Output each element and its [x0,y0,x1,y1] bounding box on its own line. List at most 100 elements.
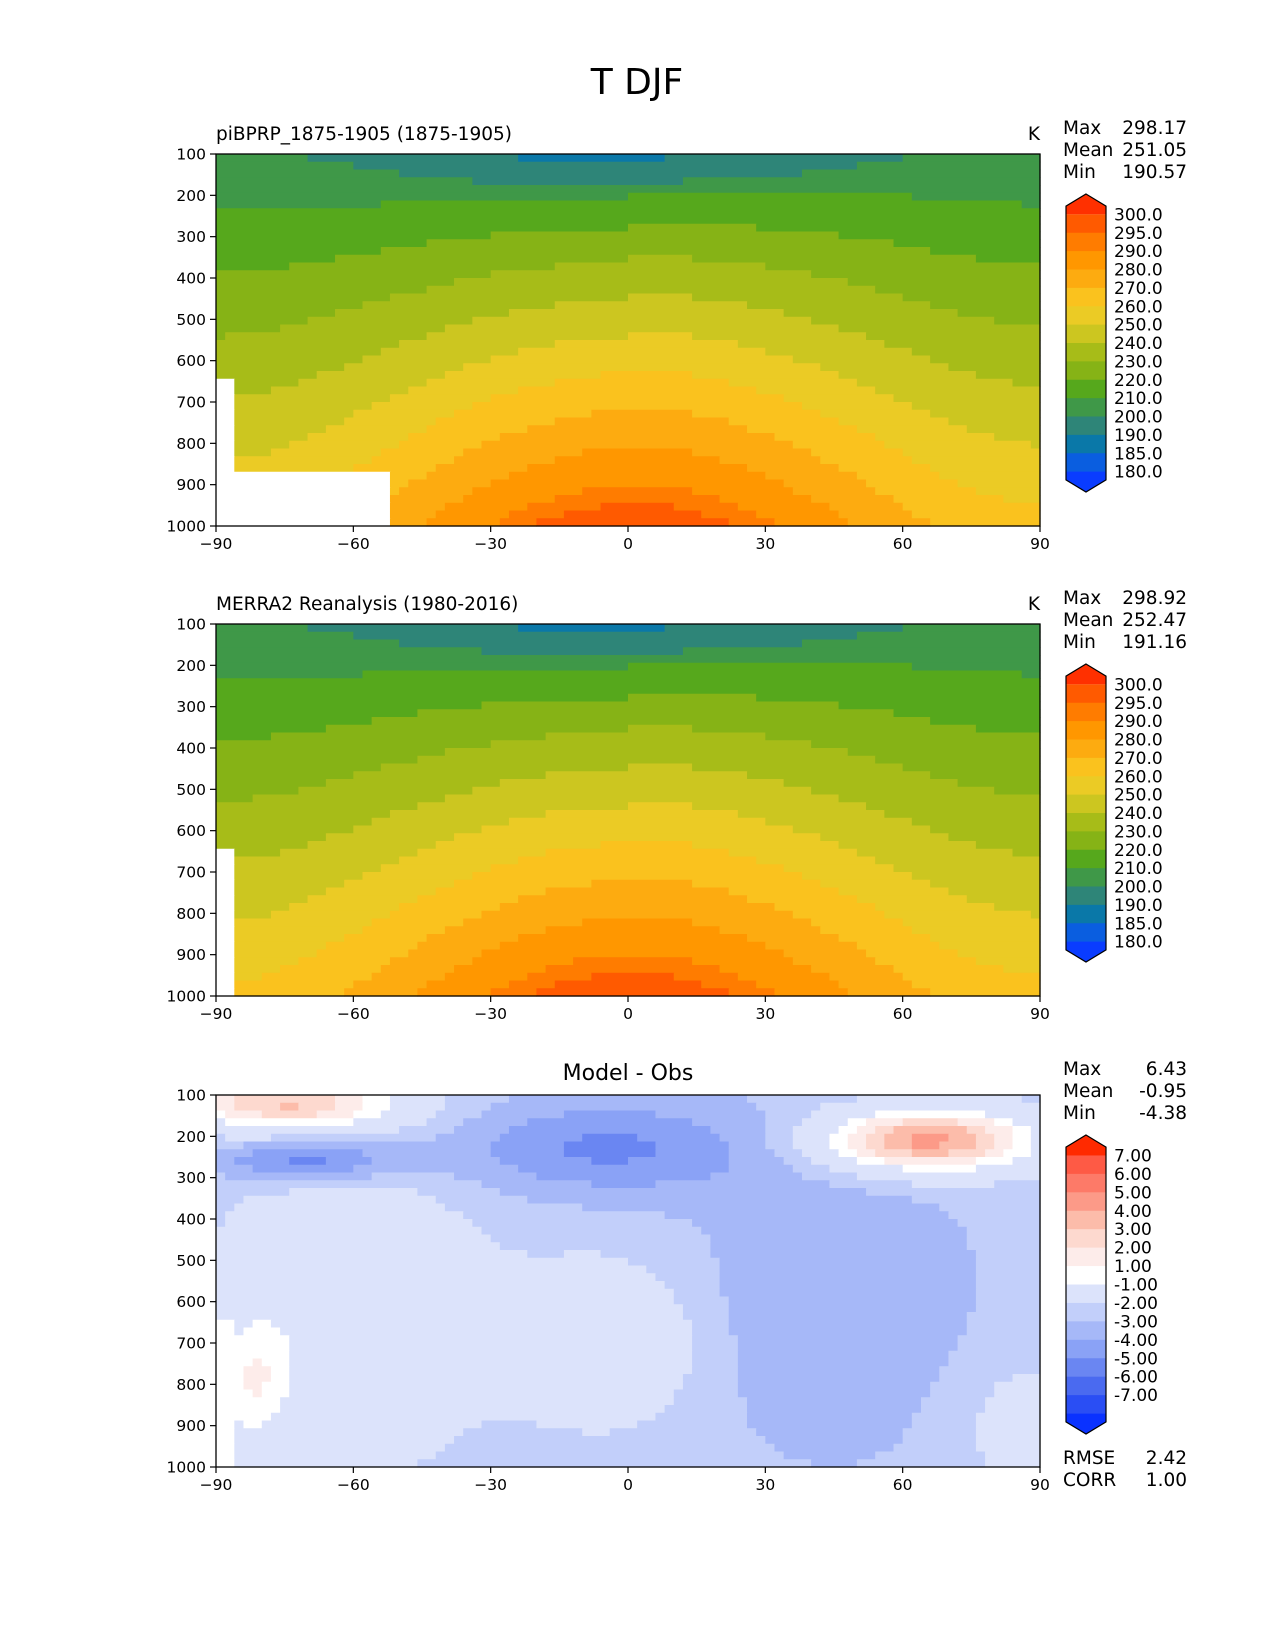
colorbar-swatch [1066,739,1106,759]
colorbar-swatch [1066,1210,1106,1230]
panel-0-xtick-label: 60 [893,535,913,553]
panel-0-ytick-label: 1000 [167,518,206,536]
colorbar-swatch [1066,194,1106,215]
colorbar-swatch [1066,923,1106,943]
colorbar-level-label: 260.0 [1114,767,1163,787]
panel-2-ytick-label: 700 [176,1335,206,1353]
panel-2-xtick-label: 60 [893,1476,913,1494]
colorbar-level-label: 2.00 [1114,1239,1152,1259]
colorbar-level-label: 240.0 [1114,334,1163,354]
colorbar-swatch [1066,868,1106,887]
colorbar-swatch [1066,684,1106,704]
panel-0-ytick-label: 800 [176,435,206,453]
colorbar-swatch [1066,287,1106,307]
colorbar-level-label: 6.00 [1114,1165,1152,1185]
panel-0-ytick-label: 200 [176,187,206,205]
colorbar-swatch [1066,416,1106,436]
colorbar-level-label: 190.0 [1114,426,1163,446]
panel-2-stat-value-max: 6.43 [1146,1059,1187,1080]
panel-2-ytick-label: 600 [176,1293,206,1311]
panel-1-xtick-label: −60 [337,1005,370,1023]
panel-0-xtick-label: 0 [623,535,633,553]
colorbar-swatch [1066,251,1106,270]
colorbar-swatch [1066,1135,1106,1156]
colorbar-level-label: -5.00 [1114,1349,1158,1369]
panel-1-ytick-label: 200 [176,657,206,675]
colorbar-swatch [1066,471,1106,492]
colorbar-level-label: 240.0 [1114,804,1163,824]
colorbar-swatch [1066,1155,1106,1175]
panel-2-xtick-label: 0 [623,1476,633,1494]
colorbar-swatch [1066,453,1106,473]
colorbar-swatch [1066,361,1106,381]
colorbar-level-label: 200.0 [1114,408,1163,428]
panel-0-units: K [1028,124,1041,145]
panel-2-ytick-label: 1000 [167,1459,206,1477]
colorbar-level-label: 7.00 [1114,1146,1152,1166]
colorbar-level-label: 190.0 [1114,896,1163,916]
colorbar-outline [1065,663,1107,963]
colorbar-level-label: 270.0 [1114,279,1163,299]
colorbar-swatch [1066,269,1106,289]
colorbar-swatch [1066,343,1106,362]
panel-1-title: MERRA2 Reanalysis (1980-2016) [216,594,518,615]
panel-2-stat-label-max: Max [1063,1059,1101,1080]
colorbar-level-label: 230.0 [1114,822,1163,842]
colorbar-swatch [1066,214,1106,234]
panel-2-ytick-label: 200 [176,1128,206,1146]
colorbar-swatch [1066,232,1106,252]
panel-0-ytick-label: 600 [176,352,206,370]
panel-1-stat-value-mean: 252.47 [1122,610,1187,631]
colorbar-level-label: -7.00 [1114,1386,1158,1406]
colorbar-swatch [1066,776,1106,796]
panel-1-xtick-label: 90 [1030,1005,1050,1023]
colorbar-level-label: 185.0 [1114,914,1163,934]
panel-2-contour-field [216,1095,1041,1468]
panel-0-xtick-label: −90 [200,535,233,553]
colorbar-level-label: 280.0 [1114,731,1163,751]
colorbar-level-label: 250.0 [1114,316,1163,336]
panel-1-ytick-label: 900 [176,946,206,964]
panel-1-xtick-label: −30 [474,1005,507,1023]
colorbar-swatch [1066,1376,1106,1396]
colorbar-swatch [1066,813,1106,832]
colorbar-swatch [1066,1413,1106,1434]
panel-2-ytick-label: 400 [176,1211,206,1229]
colorbar-swatch [1066,904,1106,924]
colorbar-level-label: 185.0 [1114,444,1163,464]
colorbar-outline [1065,193,1107,493]
panel-1-xtick-label: 60 [893,1005,913,1023]
panel-1-contour-field [216,624,1041,997]
colorbar-level-label: -3.00 [1114,1312,1158,1332]
colorbar-swatch [1066,886,1106,906]
panel-1-ytick-label: 500 [176,781,206,799]
colorbar-swatch [1066,1358,1106,1378]
colorbar-swatch [1066,306,1106,326]
colorbar-level-label: 4.00 [1114,1202,1152,1222]
colorbar-level-label: -2.00 [1114,1294,1158,1314]
panel-1-stat-label-min: Min [1063,632,1096,653]
figure-title: T DJF [590,62,683,103]
panel-0-contour-field [216,154,1041,527]
panel-1-ytick-label: 1000 [167,988,206,1006]
panel-2-stat-value-mean: -0.95 [1139,1081,1187,1102]
panel-0-xtick-label: −30 [474,535,507,553]
colorbar-level-label: -1.00 [1114,1276,1158,1296]
panel-1-ytick-label: 100 [176,616,206,634]
colorbar-swatch [1066,434,1106,454]
panel-0-colorbar: 300.0295.0290.0280.0270.0260.0250.0240.0… [1065,193,1163,493]
panel-2-xtick-label: −30 [474,1476,507,1494]
panel-1-xtick-label: 30 [755,1005,775,1023]
panel-1-colorbar: 300.0295.0290.0280.0270.0260.0250.0240.0… [1065,663,1163,963]
panel-0-ytick-label: 400 [176,270,206,288]
panel-2-xtick-label: −90 [200,1476,233,1494]
colorbar-level-label: 1.00 [1114,1257,1152,1277]
panel-1-stat-value-min: 191.16 [1122,632,1187,653]
panel-2-xtick-label: 90 [1030,1476,1050,1494]
colorbar-swatch [1066,324,1106,344]
colorbar-level-label: 250.0 [1114,786,1163,806]
colorbar-level-label: 3.00 [1114,1220,1152,1240]
colorbar-level-label: 295.0 [1114,694,1163,714]
colorbar-swatch [1066,1266,1106,1285]
